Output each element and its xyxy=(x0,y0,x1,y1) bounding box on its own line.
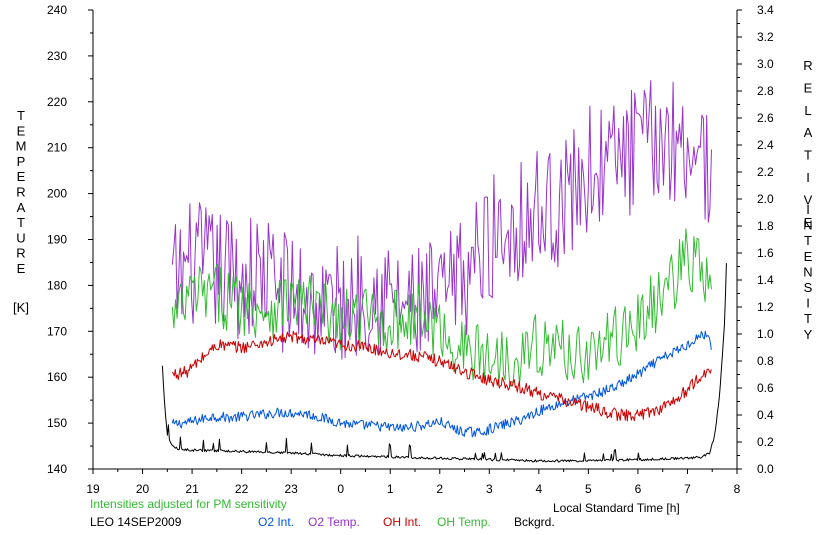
left-axis-label-letter: E xyxy=(17,169,26,184)
right-axis-label-letter: R xyxy=(803,58,812,73)
right-axis-label-letter: T xyxy=(804,148,812,163)
x-tick-label: 8 xyxy=(734,482,741,496)
right-tick-label: 2.0 xyxy=(757,192,774,206)
right-tick-label: 1.4 xyxy=(757,273,774,287)
series-line-o2-int xyxy=(171,330,712,438)
right-axis-label-letter: I xyxy=(806,170,810,185)
x-tick-label: 20 xyxy=(136,482,150,496)
right-axis-label-letter: Y xyxy=(804,327,813,342)
right-axis-label-letter: L xyxy=(804,103,811,118)
sensitivity-note: Intensities adjusted for PM sensitivity xyxy=(90,497,287,511)
legend-item-oh-int: OH Int. xyxy=(383,515,421,529)
x-tick-label: 5 xyxy=(585,482,592,496)
right-axis-label-letter: N xyxy=(803,264,812,279)
left-axis-unit: [K] xyxy=(13,300,29,315)
series-layer xyxy=(161,80,727,463)
x-tick-label: 1 xyxy=(387,482,394,496)
legend-item-o2-int: O2 Int. xyxy=(258,515,294,529)
left-axis-label-letter: E xyxy=(17,261,26,276)
right-axis-label-letter: I xyxy=(806,296,810,311)
left-tick-label: 240 xyxy=(47,3,67,17)
left-tick-label: 140 xyxy=(47,462,67,476)
left-tick-label: 190 xyxy=(47,233,67,247)
x-tick-label: 3 xyxy=(486,482,493,496)
right-axis-label-letter: A xyxy=(804,125,813,140)
x-tick-label: 7 xyxy=(684,482,691,496)
x-tick-label: 4 xyxy=(536,482,543,496)
left-axis-label-letter: A xyxy=(17,200,26,215)
left-axis-label-letter: T xyxy=(17,108,25,123)
left-axis-label-letter: E xyxy=(17,123,26,138)
x-tick-label: 6 xyxy=(635,482,642,496)
x-tick-label: 19 xyxy=(86,482,100,496)
left-axis-label-letter: P xyxy=(17,154,26,169)
x-tick-label: 23 xyxy=(284,482,298,496)
right-tick-label: 2.2 xyxy=(757,165,774,179)
left-tick-label: 160 xyxy=(47,370,67,384)
right-axis-label-letter: T xyxy=(804,233,812,248)
left-tick-label: 220 xyxy=(47,95,67,109)
right-axis-label-letter: T xyxy=(804,311,812,326)
left-axis-label-letter: U xyxy=(16,230,25,245)
legend-item-o2-temp: O2 Temp. xyxy=(308,515,360,529)
right-tick-label: 1.2 xyxy=(757,300,774,314)
right-tick-label: 3.4 xyxy=(757,3,774,17)
right-tick-label: 0.4 xyxy=(757,408,774,422)
series-line-oh-int xyxy=(171,330,712,422)
right-tick-label: 0.0 xyxy=(757,462,774,476)
left-tick-label: 180 xyxy=(47,278,67,292)
labels-layer: 1401501601701801902002102202302400.00.20… xyxy=(13,3,813,496)
right-axis-label-letter: E xyxy=(804,80,813,95)
right-tick-label: 2.6 xyxy=(757,111,774,125)
left-tick-label: 170 xyxy=(47,324,67,338)
x-tick-label: 22 xyxy=(235,482,249,496)
right-tick-label: 3.2 xyxy=(757,30,774,44)
right-tick-label: 0.8 xyxy=(757,354,774,368)
right-tick-label: 2.4 xyxy=(757,138,774,152)
x-axis-label: Local Standard Time [h] xyxy=(553,501,680,515)
left-axis-label-letter: M xyxy=(16,139,27,154)
station-date-label: LEO 14SEP2009 xyxy=(90,515,182,529)
right-axis-label-letter: V xyxy=(804,192,813,207)
right-axis-label-letter: I xyxy=(806,202,810,217)
series-line-oh-temp xyxy=(171,228,712,388)
x-tick-label: 2 xyxy=(436,482,443,496)
left-tick-label: 210 xyxy=(47,141,67,155)
series-line-bckgrd xyxy=(161,263,727,463)
right-axis-label-letter: N xyxy=(803,218,812,233)
series-line-o2-temp xyxy=(171,80,712,360)
right-tick-label: 0.2 xyxy=(757,435,774,449)
right-tick-label: 1.8 xyxy=(757,219,774,233)
right-tick-label: 2.8 xyxy=(757,84,774,98)
left-axis-label-letter: R xyxy=(16,185,25,200)
left-axis-label-letter: R xyxy=(16,246,25,261)
left-tick-label: 230 xyxy=(47,49,67,63)
right-tick-label: 1.6 xyxy=(757,246,774,260)
legend-item-background: Bckgrd. xyxy=(514,515,555,529)
axes-layer xyxy=(88,9,742,474)
right-axis-label-letter: S xyxy=(804,280,813,295)
right-tick-label: 0.6 xyxy=(757,381,774,395)
legend-item-oh-temp: OH Temp. xyxy=(437,515,491,529)
left-axis-label-letter: T xyxy=(17,215,25,230)
right-axis-label-letter: E xyxy=(804,249,813,264)
left-tick-label: 200 xyxy=(47,187,67,201)
right-tick-label: 3.0 xyxy=(757,57,774,71)
right-tick-label: 1.0 xyxy=(757,327,774,341)
x-tick-label: 0 xyxy=(337,482,344,496)
left-tick-label: 150 xyxy=(47,416,67,430)
right-axis-label-letter: E xyxy=(804,215,813,230)
x-tick-label: 21 xyxy=(185,482,199,496)
